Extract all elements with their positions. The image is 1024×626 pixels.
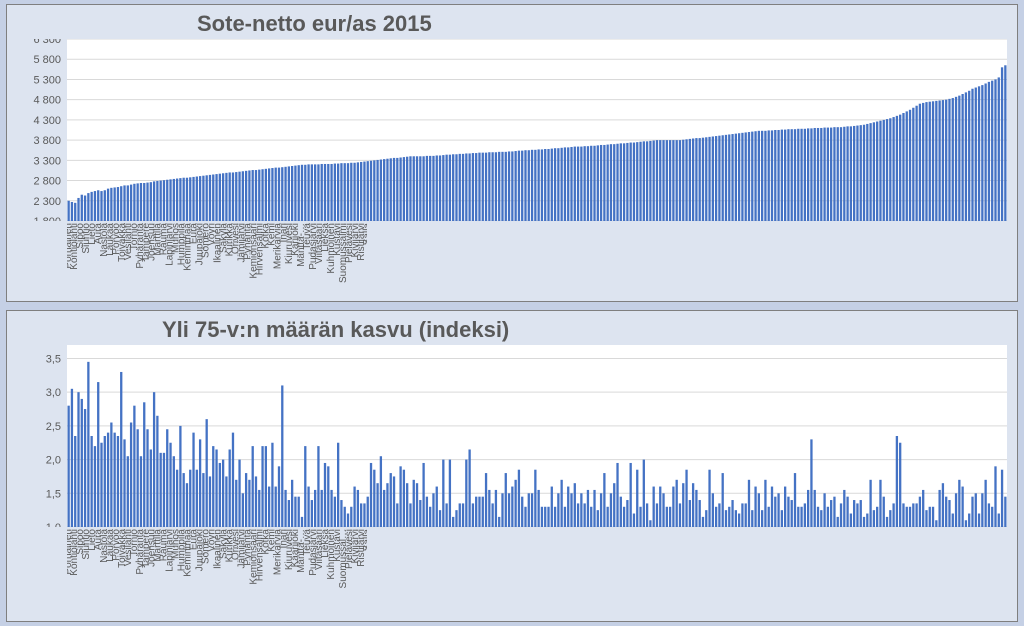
top-chart-title: Sote-netto eur/as 2015 [197,11,432,37]
svg-text:4 300: 4 300 [33,115,61,127]
top-chart-panel: Sote-netto eur/as 2015 1 800 2 300 2 800 3 … [6,4,1018,302]
svg-text:6 300: 6 300 [33,39,61,46]
svg-text:3 300: 3 300 [33,155,61,167]
svg-text:3,0: 3,0 [46,387,61,399]
svg-text:3 800: 3 800 [33,135,61,147]
svg-text:Salla: Salla [362,223,367,246]
svg-text:2,0: 2,0 [46,455,61,467]
svg-text:1 800: 1 800 [33,216,61,221]
svg-text:2 300: 2 300 [33,196,61,208]
svg-text:5 300: 5 300 [33,74,61,86]
svg-text:1,0: 1,0 [46,522,61,527]
svg-text:4 800: 4 800 [33,95,61,107]
bottom-chart-panel: Yli 75-v:n määrän kasvu (indeksi) 1,0 1,5… [6,310,1018,622]
svg-text:3,5: 3,5 [46,353,61,365]
svg-text:2,5: 2,5 [46,421,61,433]
bottom-chart-plot [67,345,1007,527]
bottom-y-axis: 1,0 1,5 2,0 2,5 3,0 3,5 [7,345,67,527]
bottom-x-axis: PornainenKontiolahtiSipooSiuntioLietoAur… [67,527,367,617]
svg-text:Salla: Salla [362,529,367,552]
top-x-axis: PornainenKontiolahtiSipooSiuntioLietoAur… [67,221,367,297]
svg-text:5 800: 5 800 [33,54,61,66]
svg-text:1,5: 1,5 [46,488,61,500]
top-y-axis: 1 800 2 300 2 800 3 300 3 800 4 300 4 800 5 300… [7,39,67,221]
top-chart-plot [67,39,1007,221]
svg-text:2 800: 2 800 [33,176,61,188]
bottom-chart-title: Yli 75-v:n määrän kasvu (indeksi) [162,317,509,343]
